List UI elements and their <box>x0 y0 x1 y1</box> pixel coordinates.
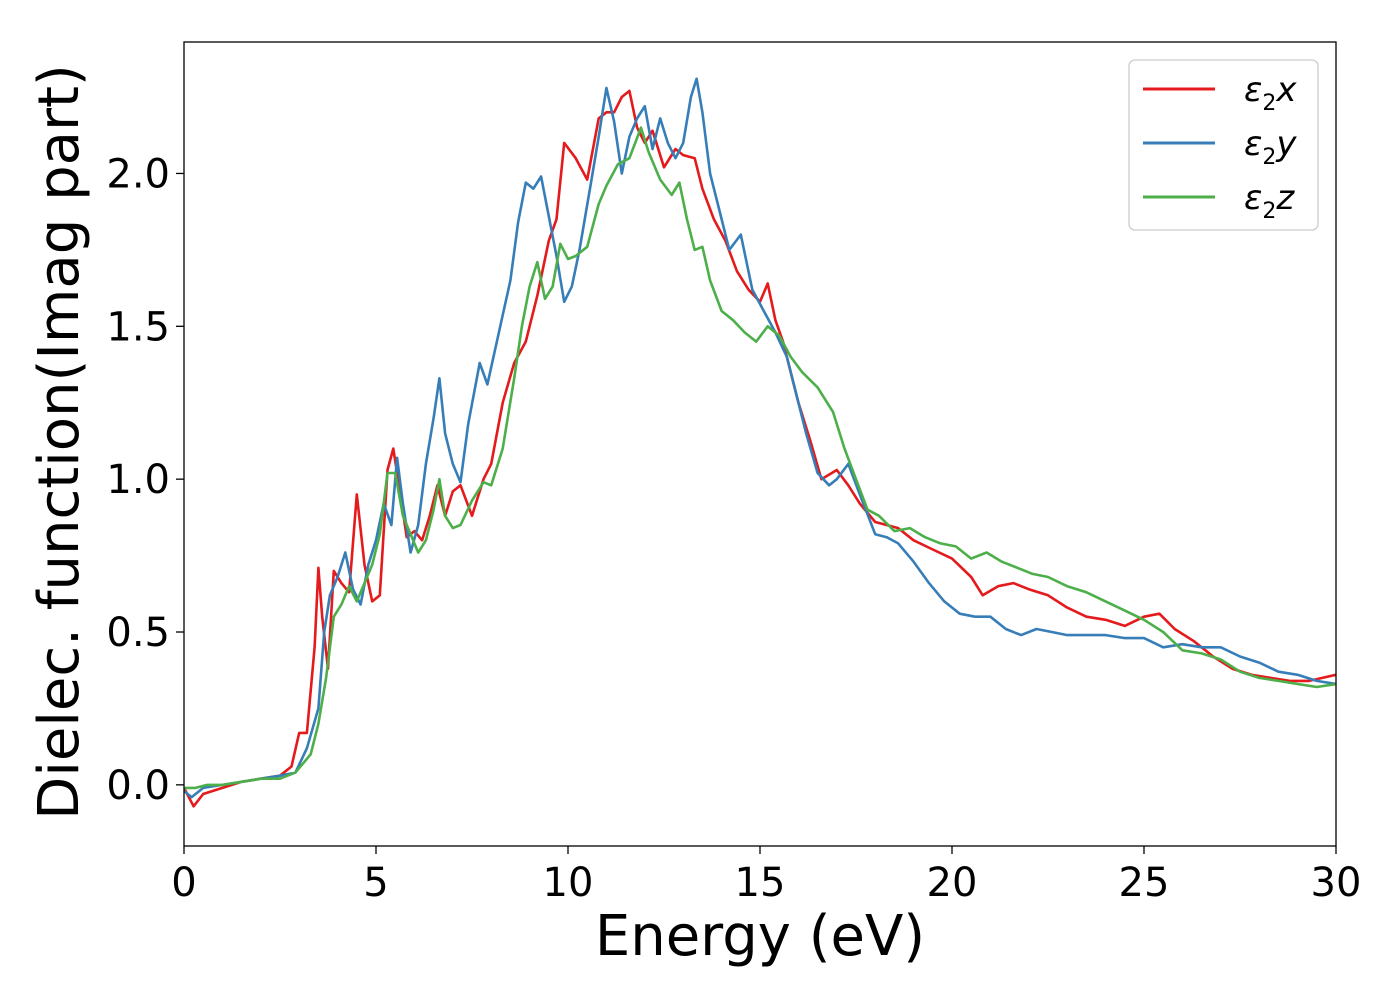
x-tick-label: 15 <box>735 860 786 906</box>
x-tick-label: 10 <box>543 860 594 906</box>
x-tick-label: 20 <box>927 860 978 906</box>
legend-label-subscript: 2 <box>1262 91 1276 116</box>
series-line-2 <box>184 77 1336 799</box>
y-tick-label: 1.0 <box>106 457 170 503</box>
legend-label-subscript: 2 <box>1262 199 1276 224</box>
x-axis: 0 5 10 15 20 25 30 <box>171 846 1361 906</box>
legend-label-symbol: ε <box>1244 178 1262 218</box>
y-tick-label: 1.5 <box>106 304 170 350</box>
legend-label-component: y <box>1275 124 1297 164</box>
legend-label-symbol: ε <box>1244 70 1262 110</box>
x-tick-label: 25 <box>1119 860 1170 906</box>
y-tick-label: 0.5 <box>106 610 170 656</box>
legend-label: ε2z <box>1244 178 1295 224</box>
y-axis: 0.0 0.5 1.0 1.5 2.0 <box>106 151 184 809</box>
y-tick-label: 2.0 <box>106 151 170 197</box>
series-line-3 <box>184 126 1336 790</box>
legend-label-component: z <box>1275 178 1295 218</box>
x-tick-label: 30 <box>1311 860 1362 906</box>
x-tick-label: 0 <box>171 860 196 906</box>
legend-label: ε2x <box>1244 70 1297 116</box>
y-tick-label: 0.0 <box>106 763 170 809</box>
legend-label: ε2y <box>1244 124 1297 170</box>
legend-label-component: x <box>1275 70 1297 110</box>
series-line-1 <box>184 89 1336 808</box>
series-layer <box>184 77 1336 808</box>
y-axis-title: Dielec. function(Imag part) <box>27 64 92 820</box>
legend-box <box>1128 59 1319 231</box>
x-axis-title: Energy (eV) <box>595 904 925 969</box>
legend-label-symbol: ε <box>1244 124 1262 164</box>
legend-label-subscript: 2 <box>1262 145 1276 170</box>
x-tick-label: 5 <box>363 860 388 906</box>
